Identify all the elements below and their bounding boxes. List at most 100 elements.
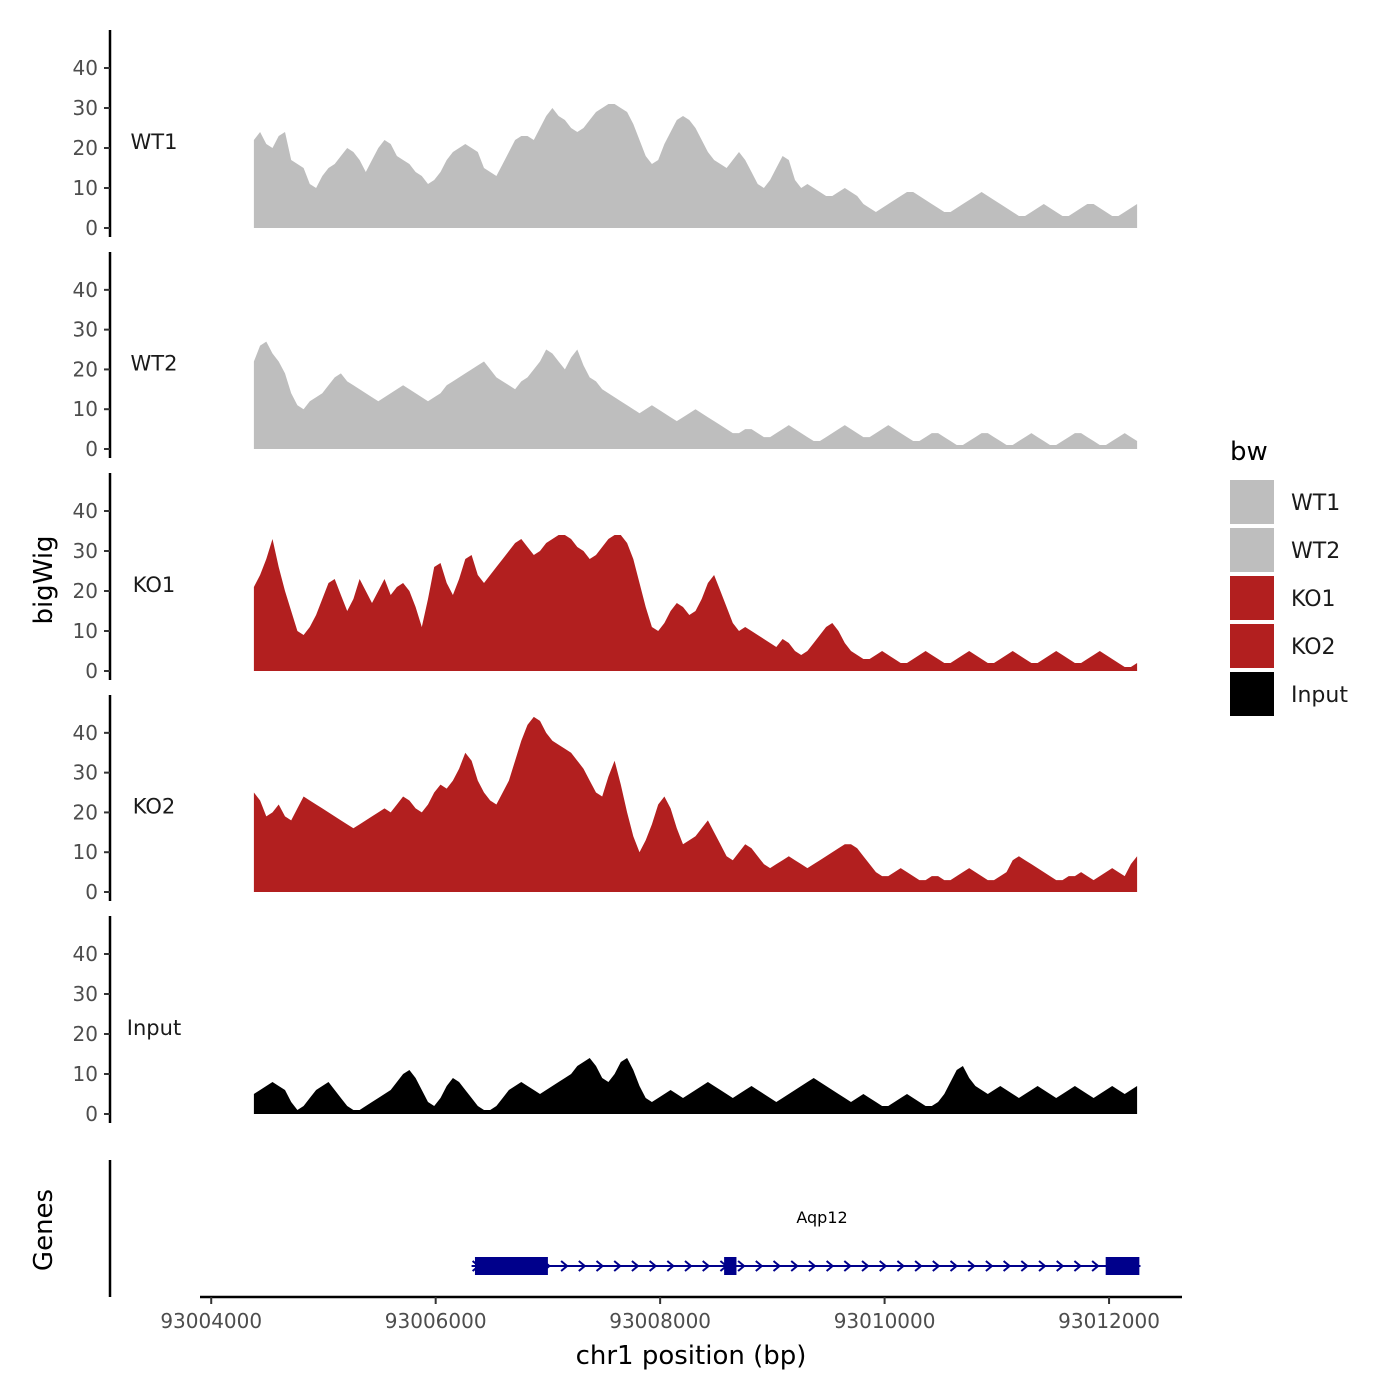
- legend-label: KO2: [1291, 635, 1336, 660]
- strand-arrow: [560, 1260, 569, 1272]
- strand-arrow: [1091, 1260, 1100, 1272]
- track-label: Input: [127, 1016, 181, 1040]
- gene-exon: [474, 1257, 548, 1275]
- y-tick-label: 20: [73, 136, 98, 160]
- legend: bw WT1 WT2 KO1 KO2 Input: [1230, 437, 1348, 716]
- strand-arrow: [932, 1260, 941, 1272]
- gene-exon: [724, 1257, 737, 1275]
- strand-arrow: [843, 1260, 852, 1272]
- strand-arrow: [1073, 1260, 1082, 1272]
- strand-arrow: [684, 1260, 693, 1272]
- y-axis-title: bigWig: [29, 535, 59, 624]
- y-tick-label: 30: [73, 96, 98, 120]
- strand-arrow: [861, 1260, 870, 1272]
- y-tick-label: 20: [73, 357, 98, 381]
- y-tick-label: 40: [73, 721, 98, 745]
- legend-item-wt2: WT2: [1230, 528, 1340, 572]
- legend-label: Input: [1291, 683, 1348, 708]
- y-tick-label: 10: [73, 840, 98, 864]
- strand-arrow: [949, 1260, 959, 1272]
- x-axis: 93004000 93006000 93008000 93010000 93012000: [160, 1295, 1182, 1333]
- x-axis-title: chr1 position (bp): [576, 1341, 807, 1371]
- signal-area-ko1: [253, 535, 1138, 671]
- y-tick-label: 20: [73, 579, 98, 603]
- bigwig-tracks: 0 10 20 30 40 WT1 0 10 20 30 40 WT2 0 10 20 30 40 KO1 0 10 2…: [73, 30, 1138, 1126]
- strand-arrow: [1056, 1260, 1065, 1272]
- y-tick-label: 10: [73, 397, 98, 421]
- strand-arrow: [1038, 1260, 1047, 1272]
- gene-name-label: Aqp12: [796, 1208, 847, 1227]
- strand-arrow: [825, 1260, 835, 1272]
- strand-arrow: [1002, 1260, 1012, 1272]
- strand-arrow: [790, 1260, 799, 1272]
- x-tick-label: 93006000: [385, 1309, 487, 1333]
- legend-key: [1230, 528, 1274, 572]
- track-input: 0 10 20 30 40 Input: [73, 916, 1138, 1126]
- signal-area-wt2: [253, 341, 1138, 449]
- track-ko2: 0 10 20 30 40 KO2: [73, 695, 1138, 904]
- gene-exon: [1105, 1257, 1140, 1275]
- y-tick-label: 0: [85, 880, 98, 904]
- legend-item-ko2: KO2: [1230, 624, 1336, 668]
- legend-key: [1230, 576, 1274, 620]
- strand-arrow: [595, 1260, 605, 1272]
- gene-track: Aqp12: [108, 1160, 1141, 1297]
- strand-arrow: [967, 1260, 976, 1272]
- strand-arrow: [896, 1260, 905, 1272]
- legend-key: [1230, 624, 1274, 668]
- track-label: KO2: [133, 794, 176, 818]
- track-wt1: 0 10 20 30 40 WT1: [73, 30, 1138, 240]
- strand-arrow: [613, 1260, 622, 1272]
- track-label: WT2: [131, 351, 178, 375]
- strand-arrow: [755, 1260, 764, 1272]
- track-wt2: 0 10 20 30 40 WT2: [73, 252, 1138, 461]
- y-tick-label: 40: [73, 278, 98, 302]
- y-tick-label: 0: [85, 659, 98, 683]
- strand-arrow: [648, 1260, 658, 1272]
- track-ko1: 0 10 20 30 40 KO1: [73, 473, 1138, 683]
- strand-arrow: [666, 1260, 675, 1272]
- y-tick-label: 40: [73, 56, 98, 80]
- y-tick-label: 0: [85, 437, 98, 461]
- strand-arrow: [1020, 1260, 1029, 1272]
- y-tick-label: 10: [73, 176, 98, 200]
- legend-label: WT1: [1291, 491, 1340, 516]
- y-tick-label: 10: [73, 619, 98, 643]
- y-tick-label: 30: [73, 761, 98, 785]
- signal-area-wt1: [253, 104, 1138, 228]
- legend-label: KO1: [1291, 587, 1336, 612]
- legend-title: bw: [1230, 437, 1268, 467]
- y-tick-label: 20: [73, 800, 98, 824]
- signal-area-input: [253, 1058, 1138, 1114]
- strand-arrow: [879, 1260, 888, 1272]
- legend-key: [1230, 672, 1274, 716]
- strand-arrow: [914, 1260, 923, 1272]
- x-tick-label: 93008000: [609, 1309, 711, 1333]
- strand-arrow: [578, 1260, 587, 1272]
- y-tick-label: 30: [73, 982, 98, 1006]
- y-tick-label: 20: [73, 1022, 98, 1046]
- legend-item-ko1: KO1: [1230, 576, 1336, 620]
- y-tick-label: 10: [73, 1062, 98, 1086]
- legend-label: WT2: [1291, 539, 1340, 564]
- x-tick-label: 93004000: [160, 1309, 262, 1333]
- strand-arrow: [985, 1260, 994, 1272]
- x-tick-label: 93010000: [834, 1309, 936, 1333]
- strand-arrow: [702, 1260, 711, 1272]
- strand-arrow: [772, 1260, 782, 1272]
- y-tick-label: 30: [73, 318, 98, 342]
- signal-area-ko2: [253, 716, 1138, 892]
- track-label: KO1: [133, 573, 176, 597]
- legend-item-input: Input: [1230, 672, 1348, 716]
- legend-item-wt1: WT1: [1230, 480, 1340, 524]
- y-tick-label: 40: [73, 942, 98, 966]
- strand-arrow: [631, 1260, 640, 1272]
- legend-key: [1230, 480, 1274, 524]
- y-tick-label: 40: [73, 499, 98, 523]
- x-tick-label: 93012000: [1058, 1309, 1160, 1333]
- track-label: WT1: [131, 130, 178, 154]
- y-tick-label: 30: [73, 539, 98, 563]
- y-tick-label: 0: [85, 1102, 98, 1126]
- strand-arrow: [737, 1260, 746, 1272]
